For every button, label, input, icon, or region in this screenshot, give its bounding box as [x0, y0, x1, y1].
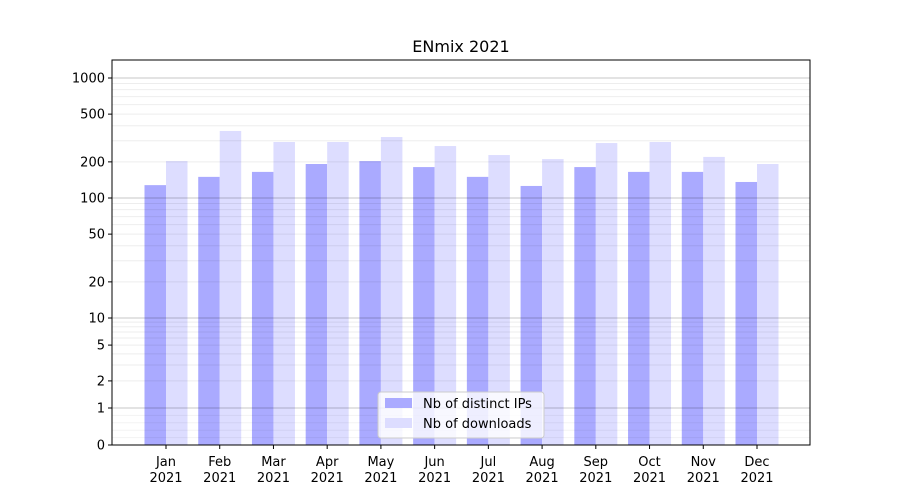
bar-distinct-ips	[251, 171, 274, 446]
x-tick-label: May	[367, 455, 394, 470]
x-tick-label: Apr	[316, 455, 339, 470]
x-tick-label: Nov	[691, 455, 717, 470]
x-tick-label: 2021	[687, 471, 720, 486]
y-tick-label: 20	[88, 275, 105, 290]
bar-downloads	[434, 146, 457, 445]
bar-downloads	[595, 143, 618, 445]
plot-frame	[111, 59, 811, 446]
y-tick-label: 1000	[72, 72, 105, 87]
x-tick-label: 2021	[203, 471, 236, 486]
bar-distinct-ips	[305, 164, 328, 445]
chart-title: ENmix 2021	[412, 37, 509, 56]
x-tick-label: 2021	[311, 471, 344, 486]
bar-downloads	[273, 141, 295, 445]
x-tick-label: 2021	[633, 471, 666, 486]
bar-downloads	[542, 159, 564, 445]
y-tick-label: 500	[80, 108, 105, 123]
bar-downloads	[757, 164, 779, 445]
x-tick-label: Sep	[584, 455, 609, 470]
y-tick-label: 5	[97, 339, 105, 354]
bar-distinct-ips	[735, 181, 757, 445]
bar-distinct-ips	[144, 185, 166, 445]
bar-distinct-ips	[681, 171, 704, 446]
bar-distinct-ips	[574, 167, 596, 446]
x-tick-label: Jun	[423, 455, 444, 470]
bar-downloads	[649, 141, 672, 445]
x-tick-label: Jan	[155, 455, 176, 470]
bar-downloads	[166, 161, 188, 446]
bar-downloads	[488, 155, 510, 445]
x-tick-label: Dec	[744, 455, 769, 470]
x-tick-label: 2021	[579, 471, 612, 486]
x-tick-label: 2021	[526, 471, 559, 486]
x-tick-label: Aug	[529, 455, 554, 470]
bar-distinct-ips	[466, 176, 489, 445]
y-tick-label: 1	[97, 402, 105, 417]
x-tick-label: Jul	[480, 455, 497, 470]
bar-distinct-ips	[520, 185, 543, 445]
x-tick-label: 2021	[364, 471, 397, 486]
y-tick-label: 2	[97, 374, 105, 389]
y-tick-label: 50	[88, 228, 105, 243]
x-tick-label: 2021	[472, 471, 505, 486]
legend-box	[377, 391, 545, 439]
x-tick-label: Feb	[208, 455, 231, 470]
legend-label: Nb of distinct IPs	[423, 397, 532, 412]
bar-downloads	[219, 130, 242, 446]
y-tick-label: 0	[97, 439, 105, 454]
x-tick-label: Oct	[638, 455, 660, 470]
bar-downloads	[703, 156, 725, 445]
bar-downloads	[327, 141, 349, 445]
x-tick-label: Mar	[261, 455, 286, 470]
legend-swatch	[385, 398, 412, 408]
bar-distinct-ips	[628, 171, 650, 446]
legend-label: Nb of downloads	[423, 417, 532, 432]
x-tick-label: 2021	[418, 471, 451, 486]
bar-distinct-ips	[359, 161, 381, 446]
legend: Nb of distinct IPs Nb of downloads	[377, 391, 545, 439]
x-tick-label: 2021	[149, 471, 182, 486]
y-tick-label: 100	[80, 192, 105, 207]
legend-swatch	[385, 418, 412, 428]
bar-distinct-ips	[198, 176, 220, 445]
x-tick-label: 2021	[257, 471, 290, 486]
y-tick-label: 10	[88, 312, 105, 327]
x-tick-label: 2021	[740, 471, 773, 486]
bar-distinct-ips	[413, 167, 435, 446]
bar-downloads	[380, 137, 403, 445]
y-tick-label: 200	[80, 155, 105, 170]
